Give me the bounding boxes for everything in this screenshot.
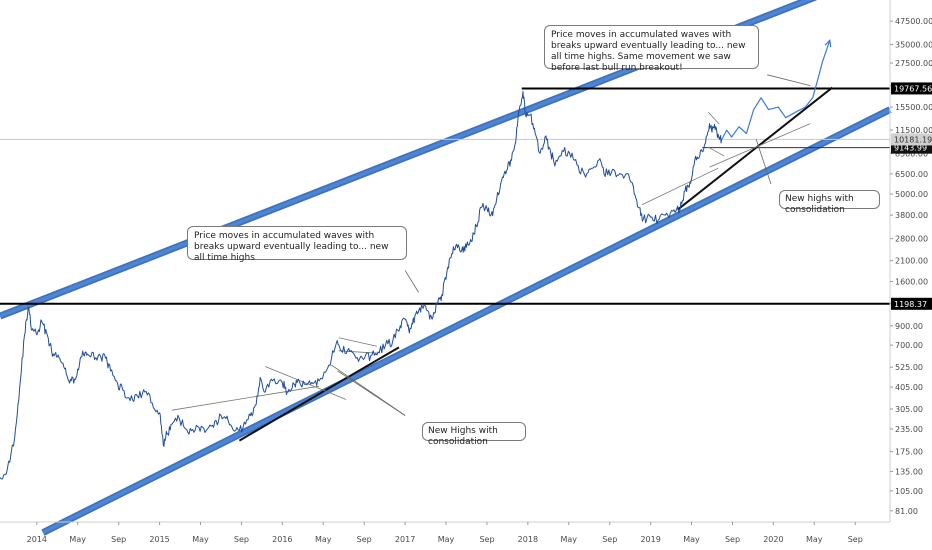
y-tick-label: 235.00 bbox=[895, 425, 923, 434]
consolidation-line-2 bbox=[338, 337, 377, 347]
consolidation-line-6 bbox=[708, 146, 725, 157]
x-tick-label: May bbox=[69, 535, 86, 544]
channel-lower-line bbox=[42, 108, 891, 535]
y-tick-label: 5000.00 bbox=[895, 190, 928, 199]
y-tick-label: 135.00 bbox=[895, 468, 923, 477]
x-tick-label: 2014 bbox=[27, 535, 47, 544]
y-tick-label: 1600.00 bbox=[895, 278, 928, 287]
y-tick-label: 6500.00 bbox=[895, 170, 928, 179]
support-line-1 bbox=[677, 86, 833, 211]
y-tick-label: 900.00 bbox=[895, 322, 923, 331]
y-axis: 81.00 105.00 135.00 175.00 235.00 305.00 405.0… bbox=[889, 0, 932, 522]
callout-pointers bbox=[331, 74, 811, 416]
y-tick-label: 525.00 bbox=[895, 363, 923, 372]
price-tag-bg bbox=[891, 297, 932, 310]
y-tick-label: 700.00 bbox=[895, 341, 923, 350]
y-tick-label: 81.00 bbox=[895, 507, 918, 516]
consolidation-line-7 bbox=[709, 123, 811, 168]
callout-pointer-1 bbox=[767, 74, 811, 87]
consolidation-line-1 bbox=[265, 366, 347, 400]
x-tick-label: May bbox=[560, 535, 577, 544]
price-line bbox=[0, 91, 723, 480]
consolidation-line-5 bbox=[708, 111, 720, 125]
y-tick-label: 2800.00 bbox=[895, 235, 928, 244]
y-tick-label: 47500.00 bbox=[895, 17, 932, 26]
y-tick-label: 11500.00 bbox=[895, 126, 932, 135]
x-tick-label: May bbox=[315, 535, 332, 544]
price-tag-bg bbox=[891, 133, 932, 146]
x-tick-label: Sep bbox=[111, 535, 126, 544]
y-tick-label: 105.00 bbox=[895, 487, 923, 496]
projection-arrowhead bbox=[824, 38, 832, 48]
y-tick-label: 405.00 bbox=[895, 383, 923, 392]
x-tick-label: Sep bbox=[234, 535, 249, 544]
price-series bbox=[0, 38, 832, 480]
x-tick-label: 2018 bbox=[518, 535, 538, 544]
x-tick-label: May bbox=[438, 535, 455, 544]
consolidation-line-4 bbox=[641, 167, 719, 206]
label-new-highs-2016: New Highs with consolidation bbox=[422, 422, 526, 447]
y-tick-label: 35000.00 bbox=[895, 41, 932, 50]
x-tick-label: 2015 bbox=[149, 535, 169, 544]
y-tick-label: 27500.00 bbox=[895, 59, 932, 68]
x-tick-label: 2016 bbox=[272, 535, 292, 544]
x-tick-label: May bbox=[806, 535, 823, 544]
y-tick-label: 3800.00 bbox=[895, 211, 928, 220]
callout-2018: Price moves in accumulated waves with br… bbox=[187, 226, 407, 263]
x-tick-label: May bbox=[192, 535, 209, 544]
callout-pointer-0 bbox=[404, 270, 419, 293]
y-tick-label: 8500.00 bbox=[895, 149, 928, 158]
x-tick-label: 2017 bbox=[395, 535, 415, 544]
y-tick-label: 15500.00 bbox=[895, 103, 932, 112]
consolidation-line-0 bbox=[171, 385, 320, 411]
price-tag-bg bbox=[891, 82, 932, 95]
x-tick-label: 2019 bbox=[640, 535, 660, 544]
y-tick-label: 305.00 bbox=[895, 405, 923, 414]
x-tick-label: Sep bbox=[479, 535, 494, 544]
callout-pointer-4 bbox=[337, 370, 406, 416]
price-tag-label: 10181.19 bbox=[894, 135, 932, 144]
x-axis: 2014 May Sep 2015 May Sep 2016 May Sep 2017 May Sep… bbox=[0, 521, 890, 544]
x-tick-label: May bbox=[683, 535, 700, 544]
y-tick-label: 175.00 bbox=[895, 448, 923, 457]
horizontal-levels bbox=[0, 87, 890, 305]
support-line-0 bbox=[238, 346, 400, 442]
x-tick-label: Sep bbox=[725, 535, 740, 544]
callout-2020: Price moves in accumulated waves with br… bbox=[544, 25, 759, 73]
label-new-highs-2019: New highs with consolidation bbox=[779, 190, 880, 215]
projection-path bbox=[721, 40, 831, 140]
callout-pointer-2 bbox=[755, 139, 772, 185]
trend-lines bbox=[171, 86, 833, 442]
trend-channel bbox=[0, 0, 892, 536]
x-tick-label: Sep bbox=[357, 535, 372, 544]
price-tag-label: 1198.37 bbox=[894, 300, 927, 309]
y-tick-label: 2100.00 bbox=[895, 257, 928, 266]
x-tick-label: Sep bbox=[848, 535, 863, 544]
x-tick-label: 2020 bbox=[763, 535, 783, 544]
price-tag-label: 19767.56 bbox=[894, 84, 932, 93]
consolidation-line-3 bbox=[338, 350, 379, 354]
price-tag-label: 9143.99 bbox=[894, 144, 927, 153]
x-tick-label: Sep bbox=[602, 535, 617, 544]
